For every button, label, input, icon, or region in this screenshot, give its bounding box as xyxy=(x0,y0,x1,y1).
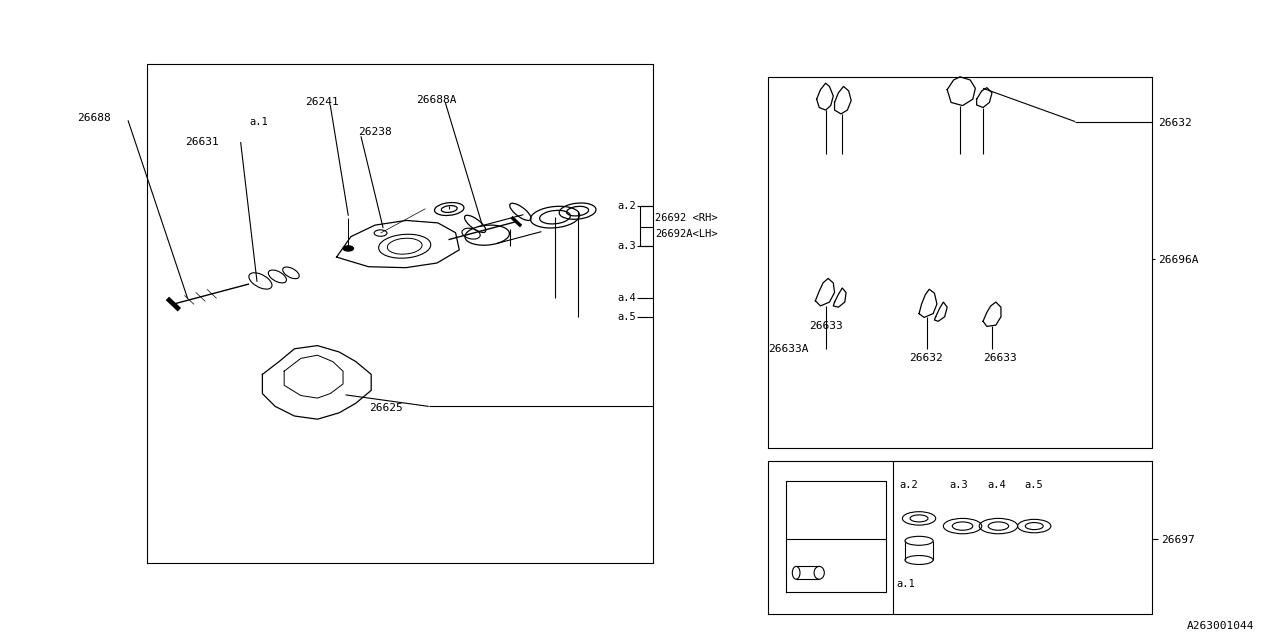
Text: 26241: 26241 xyxy=(305,97,338,108)
Text: a.4: a.4 xyxy=(987,480,1006,490)
Text: a.3: a.3 xyxy=(617,241,636,252)
Text: 26632: 26632 xyxy=(1158,118,1192,128)
Text: a.5: a.5 xyxy=(617,312,636,322)
Text: 26633A: 26633A xyxy=(768,344,809,354)
Text: a.2: a.2 xyxy=(617,201,636,211)
Text: 26633: 26633 xyxy=(809,321,842,332)
Text: 26633: 26633 xyxy=(983,353,1016,364)
Text: a.1: a.1 xyxy=(896,579,915,589)
Text: 26625: 26625 xyxy=(369,403,402,413)
Text: 26631: 26631 xyxy=(186,137,219,147)
Text: a.2: a.2 xyxy=(900,480,919,490)
Text: A263001044: A263001044 xyxy=(1187,621,1254,631)
Text: a.3: a.3 xyxy=(950,480,969,490)
Text: 26688A: 26688A xyxy=(416,95,457,106)
Text: 26692A<LH>: 26692A<LH> xyxy=(655,228,718,239)
Text: 26697: 26697 xyxy=(1161,535,1194,545)
Text: a.1: a.1 xyxy=(250,116,269,127)
Circle shape xyxy=(343,246,353,251)
Text: a.4: a.4 xyxy=(617,292,636,303)
Text: 26692 <RH>: 26692 <RH> xyxy=(655,212,718,223)
Text: 26238: 26238 xyxy=(358,127,392,138)
Text: a.5: a.5 xyxy=(1024,480,1043,490)
Text: 26696A: 26696A xyxy=(1158,255,1199,266)
Text: 26688: 26688 xyxy=(77,113,110,124)
Text: 26632: 26632 xyxy=(909,353,942,364)
